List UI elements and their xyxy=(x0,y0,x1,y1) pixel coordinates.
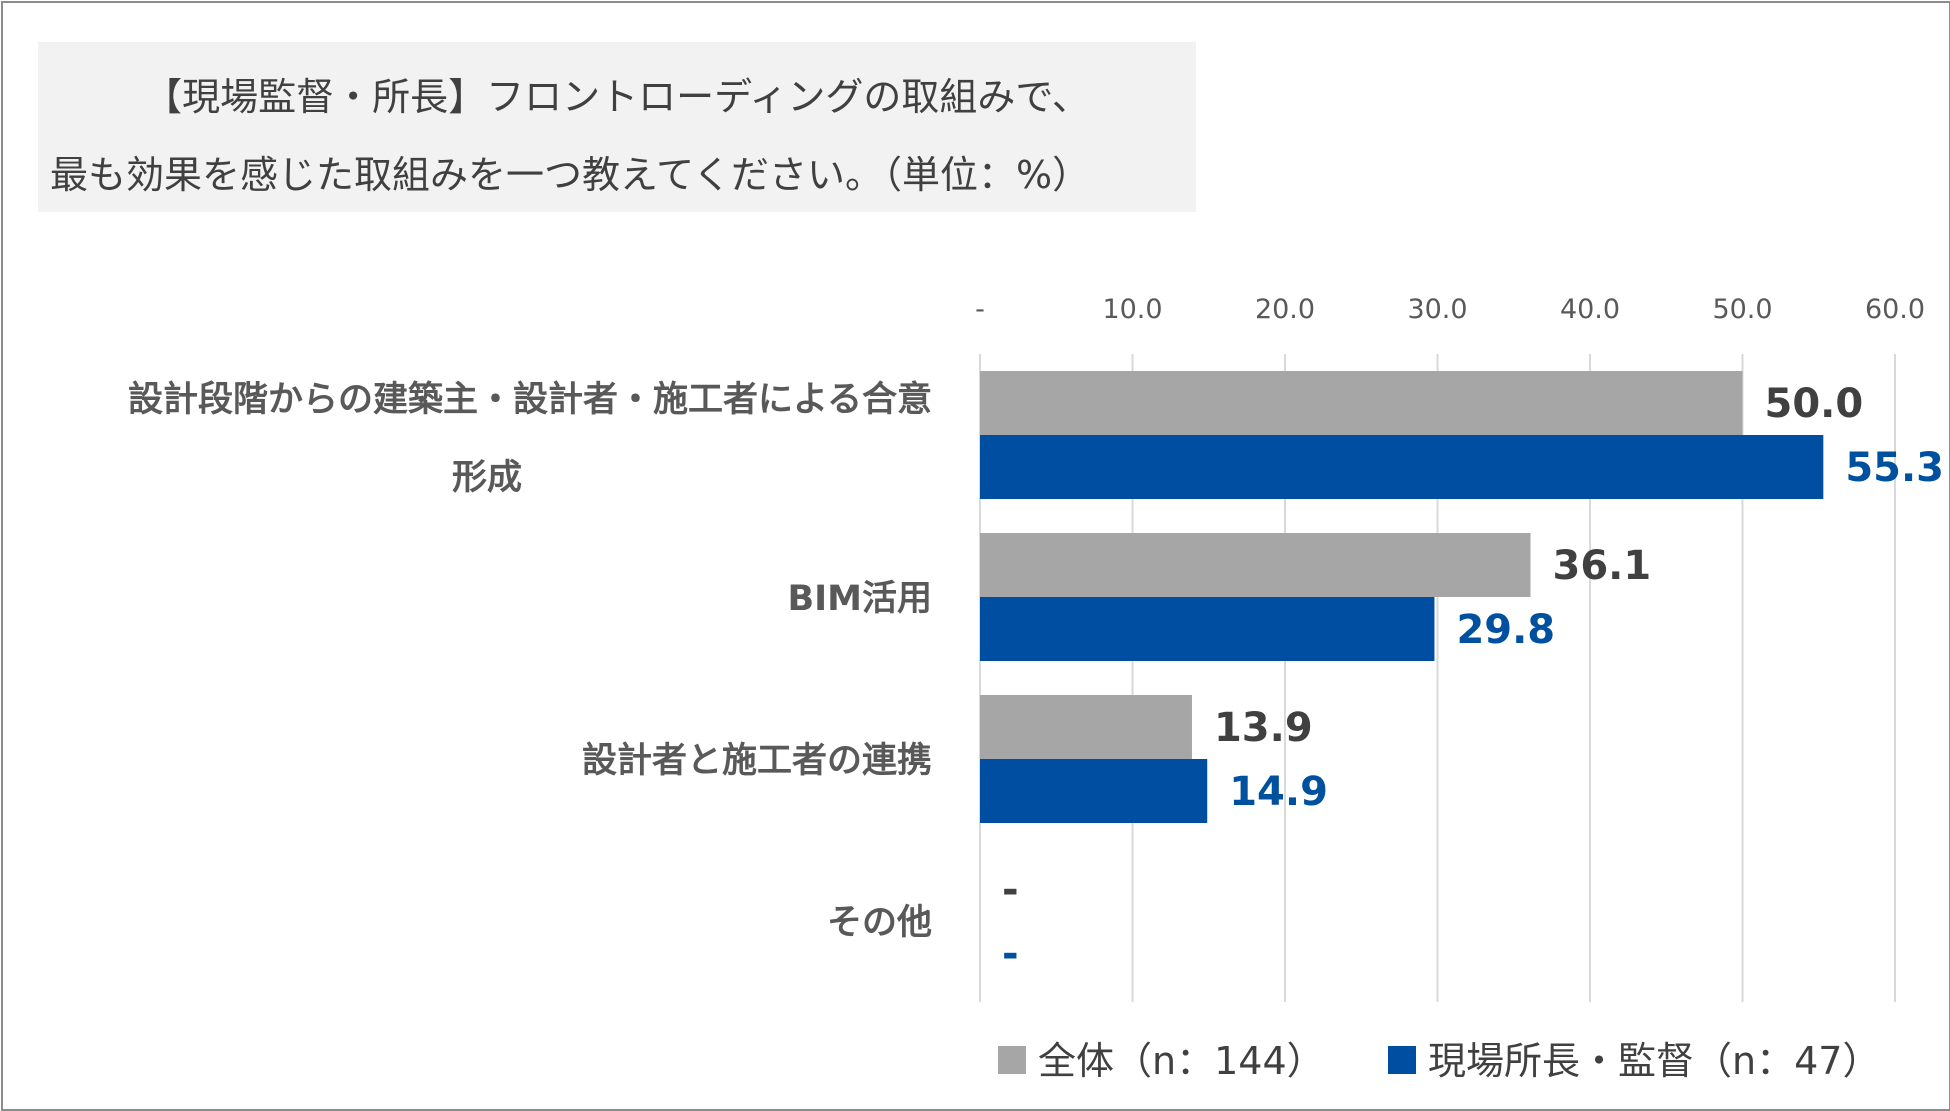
data-label-s1-c0: 55.3 xyxy=(1845,445,1944,491)
bar-s1-c1 xyxy=(980,597,1435,661)
chart-title-box: 【現場監督・所長】フロントローディングの取組みで、 最も効果を感じた取組みを一つ… xyxy=(38,42,1196,212)
data-labels: 50.0 55.3 36.1 29.8 13.9 14.9 - - xyxy=(1002,381,1944,977)
x-tick-label-4: 40.0 xyxy=(1560,294,1620,325)
data-label-s0-c1: 36.1 xyxy=(1553,543,1652,589)
x-tick-label-2: 20.0 xyxy=(1255,294,1315,325)
data-label-s1-c3: - xyxy=(1002,931,1019,977)
bar-s1-c2 xyxy=(980,759,1208,823)
x-tick-label-6: 60.0 xyxy=(1865,294,1925,325)
category-label-1: BIM活用 xyxy=(787,579,932,619)
bars xyxy=(980,371,1824,823)
category-label-0-line-2: 形成 xyxy=(452,458,522,498)
legend-swatch-0 xyxy=(998,1046,1026,1074)
data-label-s0-c2: 13.9 xyxy=(1214,705,1313,751)
data-label-s0-c0: 50.0 xyxy=(1765,381,1864,427)
x-tick-label-0: - xyxy=(975,294,985,325)
bar-s1-c0 xyxy=(980,435,1824,499)
data-label-s0-c3: - xyxy=(1002,867,1019,913)
x-tick-label-5: 50.0 xyxy=(1712,294,1772,325)
x-tick-label-1: 10.0 xyxy=(1102,294,1162,325)
data-label-s1-c2: 14.9 xyxy=(1229,769,1328,815)
category-label-3: その他 xyxy=(827,903,932,943)
chart-title-line-1: 【現場監督・所長】フロントローディングの取組みで、 xyxy=(144,75,1090,119)
legend-swatch-1 xyxy=(1388,1046,1416,1074)
category-label-2: 設計者と施工者の連携 xyxy=(582,741,932,781)
x-axis-ticks: - 10.0 20.0 30.0 40.0 50.0 60.0 xyxy=(975,294,1925,325)
x-tick-label-3: 30.0 xyxy=(1407,294,1467,325)
bar-s0-c0 xyxy=(980,371,1743,435)
chart-title-line-2: 最も効果を感じた取組みを一つ教えてください。（単位：%） xyxy=(50,153,1091,197)
bar-s0-c1 xyxy=(980,533,1531,597)
bar-s0-c2 xyxy=(980,695,1192,759)
legend: 全体（n：144） 現場所長・監督（n：47） xyxy=(998,1039,1880,1083)
legend-label-1: 現場所長・監督（n：47） xyxy=(1428,1039,1880,1083)
legend-label-0: 全体（n：144） xyxy=(1038,1039,1325,1083)
data-label-s1-c1: 29.8 xyxy=(1456,607,1555,653)
category-label-0-line-1: 設計段階からの建築主・設計者・施工者による合意 xyxy=(128,379,932,420)
